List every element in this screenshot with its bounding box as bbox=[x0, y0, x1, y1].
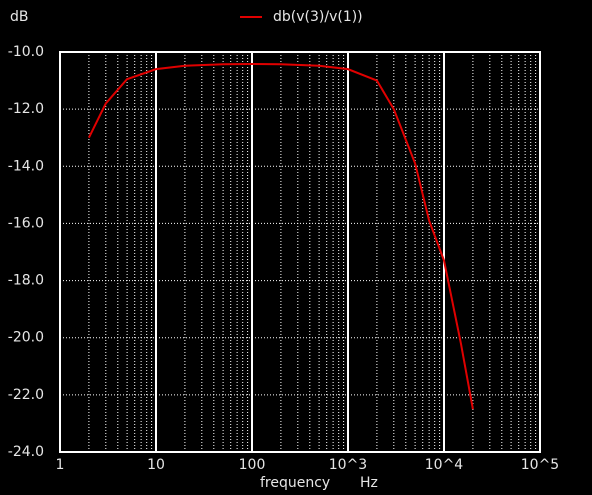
x-tick-label: 10^5 bbox=[521, 457, 559, 473]
y-tick-label: -20.0 bbox=[8, 330, 44, 346]
x-tick-label: 100 bbox=[239, 457, 266, 473]
y-tick-label: -18.0 bbox=[8, 273, 44, 289]
legend-label: db(v(3)/v(1)) bbox=[273, 9, 363, 25]
x-axis-unit: Hz bbox=[360, 475, 378, 491]
x-tick-label: 1 bbox=[56, 457, 65, 473]
x-tick-label: 10^4 bbox=[425, 457, 464, 473]
y-tick-label: -16.0 bbox=[8, 215, 44, 231]
x-tick-label: 10^3 bbox=[329, 457, 367, 473]
y-tick-label: -12.0 bbox=[8, 101, 44, 117]
y-tick-label: -24.0 bbox=[8, 444, 44, 460]
y-axis-label: dB bbox=[10, 9, 29, 25]
plot-frame bbox=[59, 51, 541, 453]
x-tick-label: 10 bbox=[147, 457, 165, 473]
x-axis-label: frequency bbox=[260, 475, 330, 491]
y-tick-label: -14.0 bbox=[8, 158, 44, 174]
y-tick-label: -22.0 bbox=[8, 387, 44, 403]
y-tick-label: -10.0 bbox=[8, 44, 44, 60]
data-line bbox=[88, 62, 474, 410]
